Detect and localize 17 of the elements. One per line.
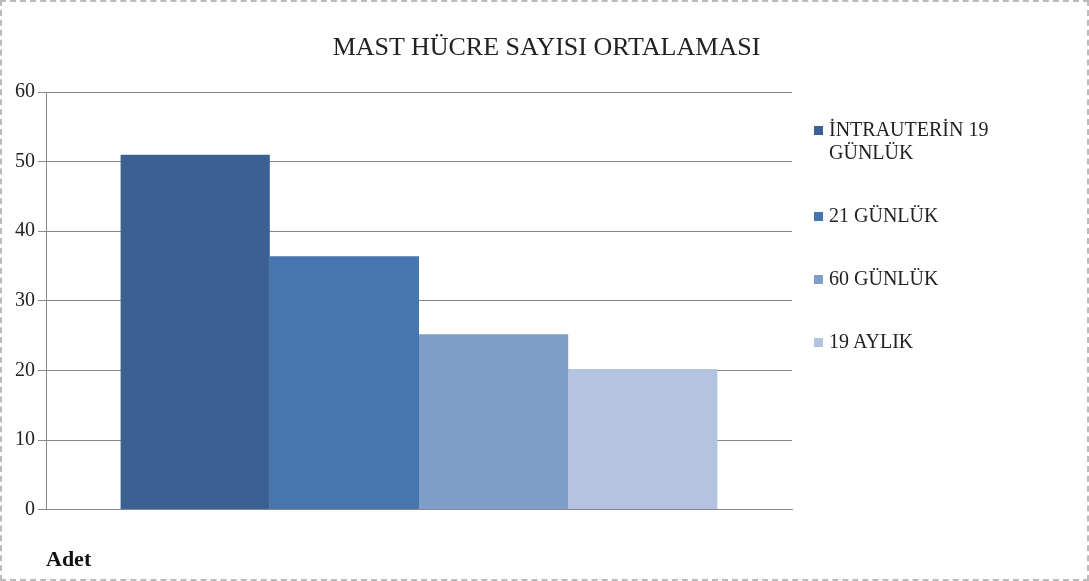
- bar: [419, 334, 569, 510]
- x-axis-title: Adet: [46, 546, 92, 572]
- y-tick-label: 0: [25, 496, 35, 519]
- y-tick-label: 10: [15, 427, 35, 450]
- chart-title: MAST HÜCRE SAYISI ORTALAMASI: [331, 32, 762, 62]
- y-tick-label: 50: [15, 148, 35, 171]
- bar: [568, 369, 718, 510]
- bar: [120, 154, 270, 510]
- legend-label: 19 AYLIK: [829, 330, 914, 353]
- bar: [269, 256, 419, 510]
- legend-label: İNTRAUTERİN 19 GÜNLÜK: [829, 118, 990, 164]
- y-tick-label: 40: [15, 218, 35, 241]
- legend-label: 21 GÜNLÜK: [829, 204, 939, 227]
- y-tick-label: 20: [15, 357, 35, 380]
- y-tick-label: 60: [15, 79, 35, 102]
- legend-label: 60 GÜNLÜK: [829, 267, 939, 290]
- y-tick-label: 30: [15, 288, 35, 311]
